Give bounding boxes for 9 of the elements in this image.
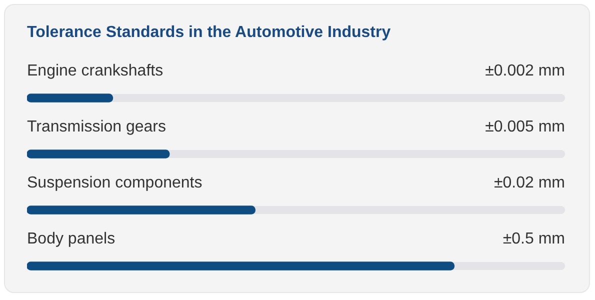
y-tick-label: Suspension components bbox=[27, 174, 202, 192]
y-tick-label: Transmission gears bbox=[27, 118, 166, 136]
data-label: ±0.5 mm bbox=[502, 230, 565, 248]
data-label: ±0.005 mm bbox=[485, 118, 565, 136]
chart-title: Tolerance Standards in the Automotive Industry bbox=[27, 24, 391, 42]
y-tick-label: Body panels bbox=[27, 230, 116, 248]
data-label: ±0.02 mm bbox=[494, 174, 565, 192]
data-label: ±0.002 mm bbox=[485, 62, 565, 80]
y-tick-label: Engine crankshafts bbox=[27, 62, 164, 80]
